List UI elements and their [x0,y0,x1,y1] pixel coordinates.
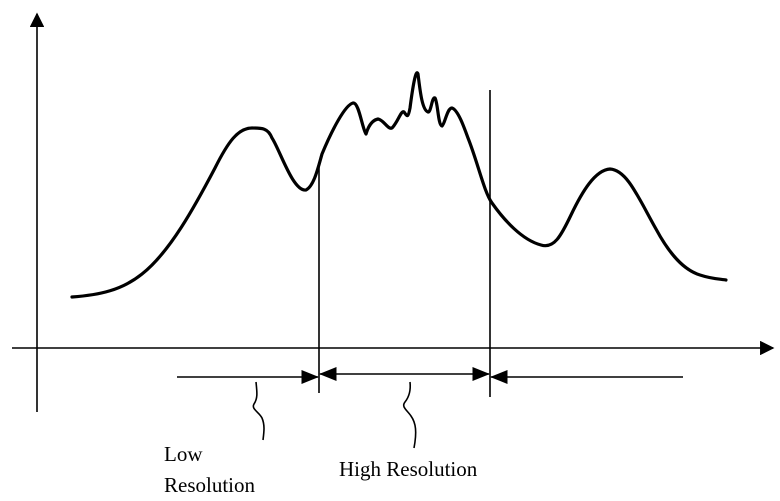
spectrum-curve [70,71,728,299]
high-resolution-label: High Resolution [339,457,478,481]
low-resolution-label-line2: Resolution [164,473,256,497]
low-resolution-leader-squiggle [252,381,265,441]
low-resolution-label-line1: Low [164,442,203,466]
high-resolution-leader-squiggle [402,381,417,449]
